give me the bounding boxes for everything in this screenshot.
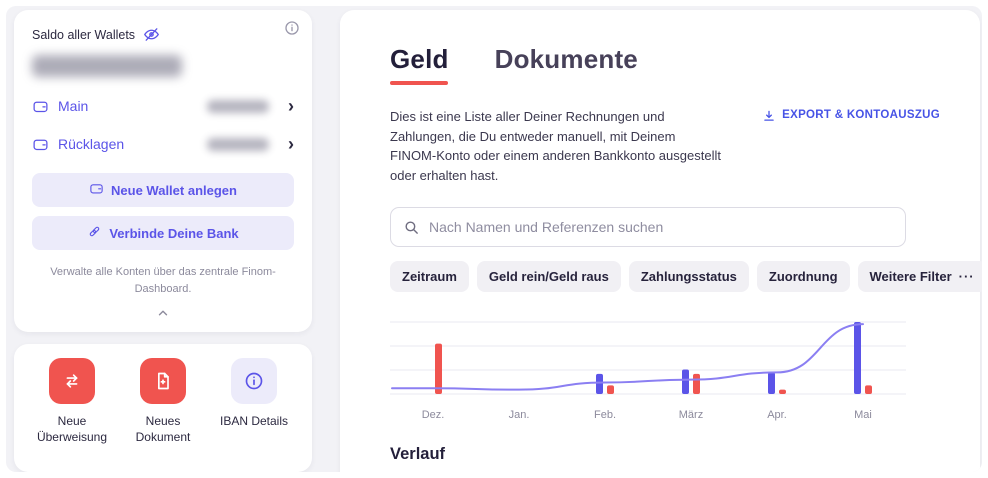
iban-details-button[interactable]: IBAN Details — [211, 358, 297, 458]
wallet-item-ruecklagen[interactable]: Rücklagen › — [32, 135, 294, 153]
info-icon — [231, 358, 277, 404]
new-wallet-label: Neue Wallet anlegen — [111, 182, 237, 198]
collapse-chevron-icon[interactable] — [32, 306, 294, 320]
wallet-balance-hidden — [207, 137, 269, 151]
chart-x-label: März — [678, 409, 704, 421]
new-document-button[interactable]: Neues Dokument — [120, 358, 206, 458]
search-icon — [405, 220, 418, 234]
eye-off-icon[interactable] — [143, 26, 160, 43]
link-icon — [87, 224, 102, 242]
filter-chip-geld-rein-raus[interactable]: Geld rein/Geld raus — [476, 261, 621, 292]
new-transfer-button[interactable]: Neue Überweisung — [29, 358, 115, 458]
chip-label: Geld rein/Geld raus — [488, 269, 609, 284]
chart-x-label: Apr. — [767, 409, 787, 421]
active-tab-underline — [390, 81, 448, 85]
chart-x-label: Mai — [854, 409, 872, 421]
tab-dokumente[interactable]: Dokumente — [495, 44, 638, 75]
quick-action-label: Neues Dokument — [135, 414, 191, 445]
wallet-icon — [32, 136, 49, 153]
chevron-right-icon: › — [288, 134, 294, 154]
wallet-balance-hidden — [207, 99, 269, 113]
filter-chip-zahlungsstatus[interactable]: Zahlungsstatus — [628, 261, 749, 292]
chip-label: Zuordnung — [768, 269, 838, 284]
filter-chip-weitere-filter[interactable]: Weitere Filter ··· — [857, 261, 982, 292]
app-background: Saldo aller Wallets Main › Rücklagen › — [6, 6, 982, 472]
document-icon — [140, 358, 186, 404]
chip-label: Weitere Filter — [869, 269, 952, 284]
wallet-icon — [89, 181, 104, 199]
quick-action-label: Neue Überweisung — [36, 414, 108, 445]
wallet-name: Rücklagen — [58, 136, 125, 152]
search-bar — [390, 207, 906, 247]
tab-label: Geld — [390, 44, 449, 74]
export-kontoauszug-link[interactable]: EXPORT & KONTOAUSZUG — [762, 107, 940, 185]
chart-x-label: Jan. — [508, 409, 530, 421]
activity-chart: Dez. Jan. Feb. März Apr. Mai — [390, 316, 906, 421]
search-input[interactable] — [429, 219, 893, 235]
quick-actions-card: Neue Überweisung Neues Dokument IBAN Det… — [14, 344, 312, 472]
chip-label: Zahlungsstatus — [640, 269, 737, 284]
wallet-summary-card: Saldo aller Wallets Main › Rücklagen › — [14, 10, 312, 332]
connect-bank-button[interactable]: Verbinde Deine Bank — [32, 216, 294, 250]
filter-chip-zeitraum[interactable]: Zeitraum — [390, 261, 469, 292]
chip-label: Zeitraum — [402, 269, 457, 284]
wallet-item-main[interactable]: Main › — [32, 97, 294, 115]
chart-x-axis: Dez. Jan. Feb. März Apr. Mai — [390, 409, 906, 421]
more-filters-icon: ··· — [958, 269, 975, 284]
filter-chip-zuordnung[interactable]: Zuordnung — [756, 261, 850, 292]
tab-geld[interactable]: Geld — [390, 44, 449, 85]
tab-label: Dokumente — [494, 44, 638, 74]
main-content: Geld Dokumente Dies ist eine Liste aller… — [340, 10, 982, 472]
chart-x-label: Feb. — [593, 409, 616, 421]
dashboard-hint: Verwalte alle Konten über das zentrale F… — [50, 266, 276, 296]
filter-bar: Zeitraum Geld rein/Geld raus Zahlungssta… — [390, 261, 982, 292]
balance-label: Saldo aller Wallets — [32, 27, 136, 42]
section-title-verlauf: Verlauf — [390, 445, 446, 463]
tab-bar: Geld Dokumente — [390, 44, 940, 85]
chart-plot — [390, 321, 906, 395]
chevron-right-icon: › — [288, 96, 294, 116]
download-icon — [762, 109, 776, 126]
page-description: Dies ist eine Liste aller Deiner Rechnun… — [390, 109, 721, 183]
wallet-name: Main — [58, 98, 89, 114]
quick-action-label: IBAN Details — [219, 414, 289, 428]
wallet-icon — [32, 98, 49, 115]
chart-x-label: Dez. — [421, 409, 445, 421]
new-wallet-button[interactable]: Neue Wallet anlegen — [32, 173, 294, 207]
export-label: EXPORT & KONTOAUSZUG — [782, 109, 940, 121]
connect-bank-label: Verbinde Deine Bank — [109, 225, 239, 241]
total-balance-hidden — [32, 55, 182, 77]
info-icon[interactable] — [284, 20, 300, 36]
transfer-icon — [49, 358, 95, 404]
